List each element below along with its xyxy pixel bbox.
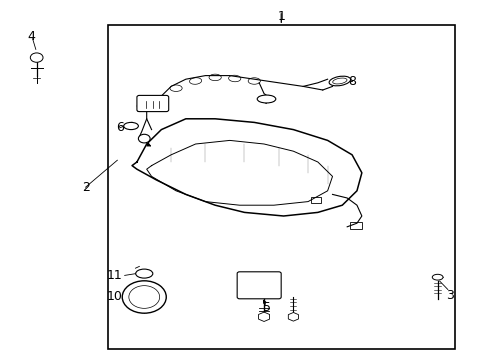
Text: 10: 10 [107, 291, 122, 303]
Bar [349, 222, 361, 229]
Bar [310, 197, 321, 203]
Bar [107, 25, 454, 349]
FancyBboxPatch shape [137, 95, 168, 112]
Text: 7: 7 [262, 94, 270, 107]
Text: 2: 2 [81, 181, 89, 194]
Circle shape [263, 278, 269, 283]
Ellipse shape [135, 269, 153, 278]
Circle shape [243, 287, 250, 292]
Text: 11: 11 [107, 269, 122, 282]
Circle shape [128, 286, 159, 308]
Text: 1: 1 [277, 10, 285, 23]
FancyBboxPatch shape [237, 272, 281, 299]
Text: 3: 3 [445, 289, 453, 302]
Ellipse shape [332, 78, 346, 84]
Text: 8: 8 [347, 75, 355, 87]
Circle shape [138, 134, 150, 143]
Ellipse shape [328, 76, 350, 86]
Text: 6: 6 [116, 121, 123, 134]
Text: 9: 9 [135, 102, 143, 114]
Circle shape [122, 281, 166, 313]
Ellipse shape [123, 122, 138, 130]
Ellipse shape [257, 95, 275, 103]
Ellipse shape [431, 274, 442, 280]
Circle shape [30, 53, 43, 62]
Text: 5: 5 [262, 301, 270, 314]
Text: 4: 4 [28, 30, 36, 42]
